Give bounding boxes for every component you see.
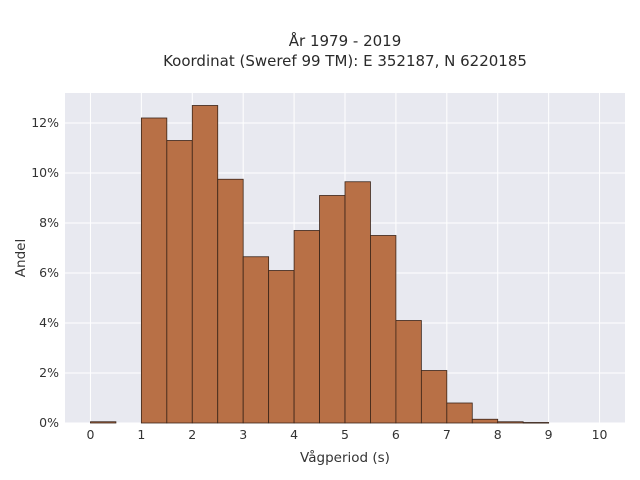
histogram-bar [90,421,117,424]
y-tick-label: 4% [39,315,59,330]
histogram-bar [319,195,346,424]
x-tick-label: 9 [545,427,553,442]
x-tick-label: 1 [137,427,145,442]
x-tick-label: 3 [239,427,247,442]
x-tick-label: 5 [341,427,349,442]
y-tick-label: 12% [31,115,59,130]
y-tick-label: 6% [39,265,59,280]
histogram-bar [191,105,219,424]
x-tick-label: 6 [392,427,400,442]
histogram-bar [217,178,244,424]
histogram-bar [446,402,473,424]
x-tick-label: 2 [188,427,196,442]
x-tick-label: 8 [494,427,502,442]
x-tick-label: 0 [86,427,94,442]
histogram-bar [166,140,193,424]
histogram-bar [497,421,524,424]
chart-subtitle: Koordinat (Sweref 99 TM): E 352187, N 62… [163,52,527,70]
x-tick-label: 4 [290,427,298,442]
y-tick-label: 2% [39,365,59,380]
histogram-bar [522,422,550,424]
histogram-bars [90,105,550,424]
histogram-bar [395,320,422,424]
histogram-bar [242,256,270,424]
histogram-bar [370,235,397,424]
histogram-bar [420,370,448,424]
tick-labels: 0 1 2 3 4 5 6 7 8 9 10 0% 2% 4% 6% 8% 10% 12% [31,115,607,442]
x-axis-label: Vågperiod (s) [300,449,390,466]
y-tick-label: 8% [39,215,59,230]
histogram-bar [268,270,295,424]
histogram-bar [344,181,371,424]
x-tick-label: 7 [443,427,451,442]
chart-title: År 1979 - 2019 [289,31,402,50]
histogram-bar [140,117,168,424]
y-tick-label: 10% [31,165,59,180]
histogram-bar [471,418,499,424]
x-tick-label: 10 [592,427,608,442]
y-tick-label: 0% [39,415,59,430]
y-axis-label: Andel [13,239,29,277]
histogram-bar [293,230,320,424]
